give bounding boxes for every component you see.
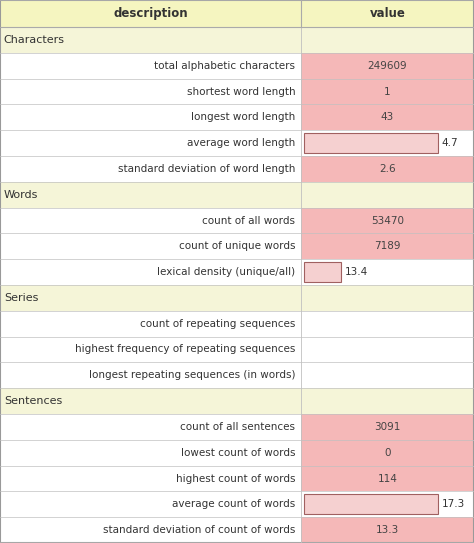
Bar: [301, 259, 474, 285]
Bar: [301, 517, 474, 543]
Text: lexical density (unique/all): lexical density (unique/all): [157, 267, 295, 277]
Text: highest count of words: highest count of words: [176, 473, 295, 483]
Bar: [301, 491, 474, 517]
Bar: [0, 182, 474, 207]
Bar: [0, 491, 301, 517]
Text: 53470: 53470: [371, 216, 404, 225]
Bar: [0, 517, 301, 543]
Bar: [301, 53, 474, 79]
Text: Sentences: Sentences: [4, 396, 62, 406]
Bar: [301, 156, 474, 182]
Bar: [0, 79, 301, 104]
Text: Characters: Characters: [4, 35, 65, 45]
Bar: [301, 362, 474, 388]
Bar: [0, 311, 301, 337]
Text: shortest word length: shortest word length: [187, 86, 295, 97]
Bar: [301, 130, 474, 156]
Bar: [0, 337, 301, 362]
Text: lowest count of words: lowest count of words: [181, 447, 295, 458]
Bar: [0, 27, 474, 53]
Text: longest repeating sequences (in words): longest repeating sequences (in words): [89, 370, 295, 380]
Bar: [301, 207, 474, 233]
Text: average word length: average word length: [187, 138, 295, 148]
Text: count of repeating sequences: count of repeating sequences: [140, 319, 295, 329]
Text: total alphabetic characters: total alphabetic characters: [155, 61, 295, 71]
Text: Words: Words: [4, 190, 38, 200]
Bar: [0, 130, 301, 156]
Text: value: value: [370, 7, 405, 20]
Bar: [301, 337, 474, 362]
Bar: [0, 259, 301, 285]
Bar: [0, 388, 474, 414]
Text: standard deviation of count of words: standard deviation of count of words: [103, 525, 295, 535]
Bar: [0, 465, 301, 491]
Text: Series: Series: [4, 293, 38, 303]
Bar: [301, 104, 474, 130]
Bar: [0, 156, 301, 182]
Bar: [301, 233, 474, 259]
Text: 3091: 3091: [374, 422, 401, 432]
Text: average count of words: average count of words: [172, 500, 295, 509]
Bar: [301, 79, 474, 104]
Text: 17.3: 17.3: [441, 500, 465, 509]
Bar: [0, 207, 301, 233]
Text: count of all sentences: count of all sentences: [180, 422, 295, 432]
Text: 13.4: 13.4: [345, 267, 368, 277]
Text: 4.7: 4.7: [441, 138, 458, 148]
Text: count of unique words: count of unique words: [179, 241, 295, 251]
Bar: [304, 262, 341, 282]
Text: description: description: [113, 7, 188, 20]
Text: 1: 1: [384, 86, 391, 97]
Bar: [304, 133, 438, 153]
Text: 249609: 249609: [368, 61, 407, 71]
Text: 7189: 7189: [374, 241, 401, 251]
Text: 43: 43: [381, 112, 394, 122]
Text: 114: 114: [378, 473, 397, 483]
Text: standard deviation of word length: standard deviation of word length: [118, 164, 295, 174]
Text: 0: 0: [384, 447, 391, 458]
Bar: [0, 362, 301, 388]
Bar: [301, 311, 474, 337]
Bar: [0, 440, 301, 465]
Bar: [304, 495, 438, 514]
Bar: [0, 233, 301, 259]
Bar: [301, 414, 474, 440]
Text: 13.3: 13.3: [376, 525, 399, 535]
Bar: [0, 285, 474, 311]
Bar: [301, 440, 474, 465]
Bar: [0, 0, 474, 27]
Bar: [0, 53, 301, 79]
Text: highest frequency of repeating sequences: highest frequency of repeating sequences: [75, 344, 295, 355]
Text: count of all words: count of all words: [202, 216, 295, 225]
Text: 2.6: 2.6: [379, 164, 396, 174]
Text: longest word length: longest word length: [191, 112, 295, 122]
Bar: [301, 465, 474, 491]
Bar: [0, 414, 301, 440]
Bar: [0, 104, 301, 130]
